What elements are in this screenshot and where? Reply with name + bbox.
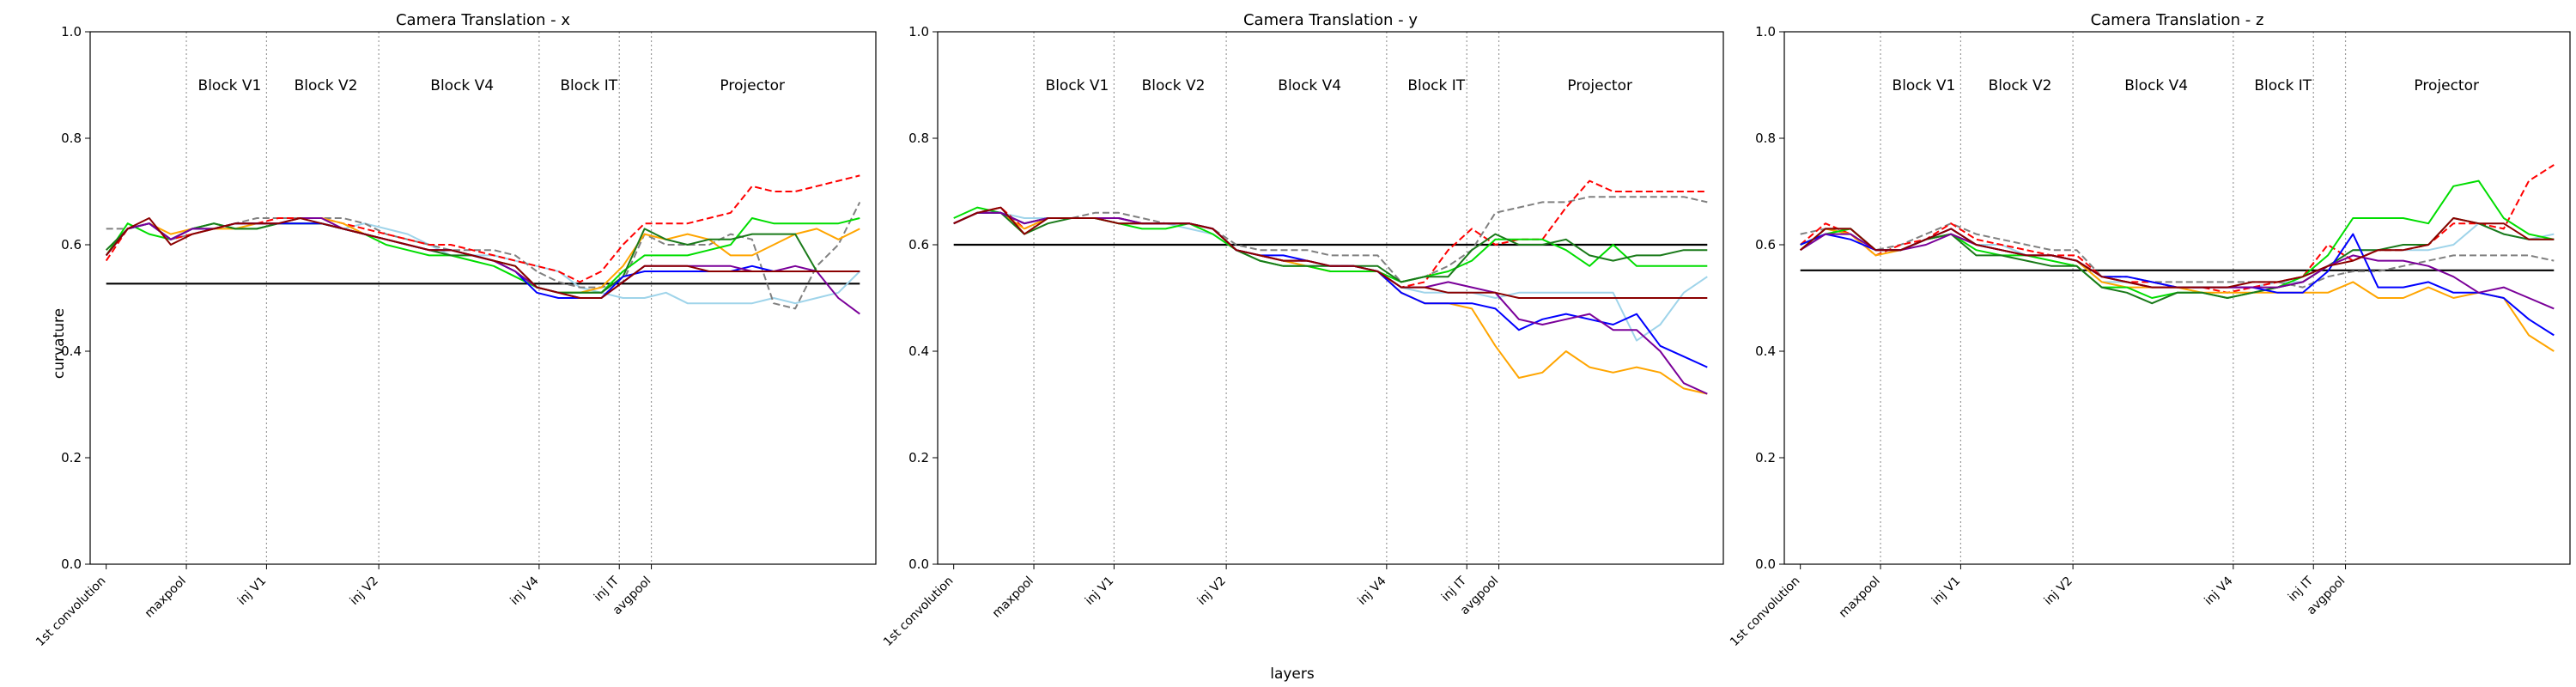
series-line-green [1800, 179, 2555, 299]
series-line-blue [953, 211, 1708, 368]
block-label: Block V4 [1278, 77, 1341, 94]
series-line-purple [105, 217, 860, 315]
series-line-orange [953, 211, 1708, 395]
series-line-lightblue [953, 211, 1708, 342]
x-axis-label: layers [1270, 666, 1315, 683]
block-label: Block V4 [430, 77, 494, 94]
series-line-purple [953, 211, 1708, 395]
y-tick-label: 0.8 [61, 131, 82, 146]
x-tick-label: maxpool [1837, 575, 1883, 621]
y-tick-label: 0.0 [908, 556, 929, 572]
y-tick-label: 0.4 [61, 344, 82, 359]
x-tick-label: inj V1 [235, 575, 269, 608]
y-tick-label: 0.2 [1755, 450, 1776, 465]
plot-frame [89, 31, 877, 565]
series-line-gray [953, 196, 1708, 283]
x-tick-label: inj V1 [1083, 575, 1116, 608]
y-tick-label: 0.4 [1755, 344, 1776, 359]
x-tick-label: inj V2 [348, 575, 381, 608]
series-line-darkred [1800, 217, 2555, 289]
chart-title: Camera Translation - y [1243, 11, 1418, 29]
y-tick-label: 1.0 [1755, 24, 1776, 40]
chart-title: Camera Translation - x [396, 11, 570, 29]
block-label: Block V1 [198, 77, 262, 94]
chart-title: Camera Translation - z [2091, 11, 2264, 29]
plot-frame [937, 31, 1724, 565]
y-tick-label: 0.4 [908, 344, 929, 359]
x-tick-label: 1st convolution [33, 575, 108, 649]
x-tick-label: inj V2 [2042, 575, 2075, 608]
plot-frame [1783, 31, 2571, 565]
x-tick-label: 1st convolution [881, 575, 956, 649]
block-label: Block V2 [1142, 77, 1206, 94]
y-tick-label: 1.0 [908, 24, 929, 40]
block-label: Block V1 [1046, 77, 1109, 94]
x-tick-label: inj V4 [2202, 574, 2235, 607]
block-label: Block V2 [1989, 77, 2052, 94]
x-tick-label: 1st convolution [1728, 575, 1802, 649]
y-tick-label: 0.0 [61, 556, 82, 572]
series-line-darkred [953, 206, 1708, 299]
y-tick-label: 1.0 [61, 24, 82, 40]
y-tick-label: 0.6 [1755, 237, 1776, 252]
block-label: Block V4 [2124, 77, 2188, 94]
y-tick-label: 0.6 [61, 237, 82, 252]
y-tick-label: 0.8 [908, 131, 929, 146]
x-tick-label: inj V4 [1355, 574, 1388, 607]
series-line-lightblue [1800, 222, 2555, 289]
block-label: Projector [1567, 77, 1632, 94]
chart-panel-3: Block V1 Block V2 Block V4 Block IT Projecto… [1728, 11, 2571, 649]
series-line-lightblue [105, 217, 861, 305]
series-line-gray [1800, 222, 2555, 289]
y-tick-label: 0.2 [908, 450, 929, 465]
y-tick-label: 0.8 [1755, 131, 1776, 146]
chart-panel-1: Block V1 Block V2 Block V4 Block IT Projecto… [33, 11, 877, 649]
block-label: Block V2 [295, 77, 358, 94]
chart-panel-2: Block V1 Block V2 Block V4 Block IT Projecto… [881, 11, 1724, 649]
y-tick-label: 0.0 [1755, 556, 1776, 572]
block-label: Block V1 [1893, 77, 1956, 94]
y-tick-label: 0.2 [61, 450, 82, 465]
block-label: Block IT [1407, 77, 1465, 94]
x-tick-label: maxpool [143, 575, 189, 621]
x-tick-label: inj V2 [1195, 575, 1229, 608]
y-axis-label: curvature [51, 308, 68, 379]
series-line-red [1800, 164, 2555, 294]
block-label: Projector [2414, 77, 2479, 94]
x-tick-label: maxpool [990, 575, 1036, 621]
x-tick-label: inj V1 [1929, 575, 1963, 608]
block-label: Block IT [2254, 77, 2312, 94]
x-tick-label: inj V4 [507, 574, 541, 607]
block-label: Projector [720, 77, 785, 94]
y-tick-label: 0.6 [908, 237, 929, 252]
block-label: Block IT [560, 77, 617, 94]
series-line-darkred [105, 217, 860, 299]
